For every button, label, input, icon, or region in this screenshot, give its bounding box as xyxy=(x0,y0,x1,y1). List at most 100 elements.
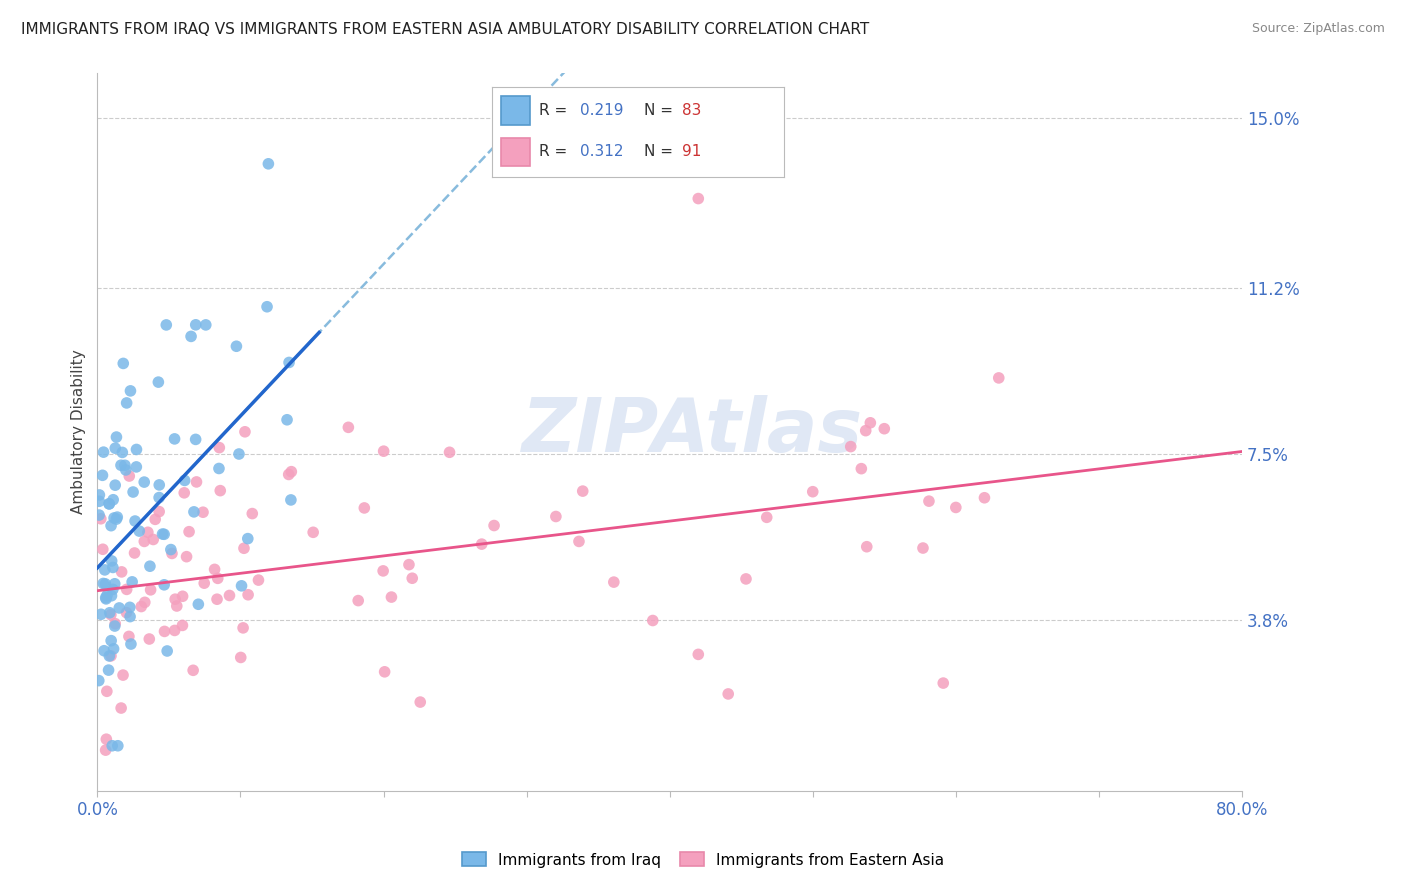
Point xyxy=(302,525,325,540)
Point xyxy=(111,565,134,579)
Point xyxy=(148,491,170,505)
Point xyxy=(236,532,259,546)
Point xyxy=(118,600,141,615)
Point xyxy=(204,562,226,576)
Point xyxy=(247,573,270,587)
Point xyxy=(138,632,160,646)
Point xyxy=(225,339,247,353)
Point xyxy=(932,676,955,690)
Point xyxy=(278,355,301,369)
Point xyxy=(103,511,125,525)
Point xyxy=(603,575,626,590)
Point xyxy=(103,641,125,656)
Point xyxy=(688,648,710,662)
Point xyxy=(118,629,141,643)
Point xyxy=(471,537,494,551)
Point xyxy=(153,527,176,541)
Point xyxy=(911,541,934,555)
Point xyxy=(98,606,121,620)
Point xyxy=(90,607,112,622)
Point xyxy=(143,512,166,526)
Point xyxy=(180,329,202,343)
Point xyxy=(98,497,121,511)
Point xyxy=(90,512,112,526)
Point xyxy=(139,582,162,597)
Point xyxy=(115,396,138,410)
Point xyxy=(111,445,134,459)
Point xyxy=(873,422,896,436)
Point xyxy=(124,546,146,560)
Point xyxy=(98,648,121,663)
Point xyxy=(735,572,758,586)
Point xyxy=(118,469,141,483)
Point xyxy=(409,695,432,709)
Point xyxy=(101,739,124,753)
Point xyxy=(277,467,299,482)
Point xyxy=(918,494,941,508)
Point xyxy=(482,518,505,533)
Point xyxy=(153,578,176,592)
Point xyxy=(152,527,174,541)
Point xyxy=(114,458,136,473)
Point xyxy=(134,475,156,489)
Point xyxy=(94,591,117,605)
Point xyxy=(89,494,111,508)
Text: ZIPAtlas: ZIPAtlas xyxy=(522,395,863,468)
Point xyxy=(100,554,122,568)
Point xyxy=(91,468,114,483)
Point xyxy=(755,510,778,524)
Point xyxy=(96,588,118,602)
Point xyxy=(172,618,194,632)
Point xyxy=(136,525,159,540)
Point xyxy=(104,619,127,633)
Point xyxy=(801,484,824,499)
Point xyxy=(184,433,207,447)
Point xyxy=(115,582,138,597)
Point xyxy=(148,505,170,519)
Legend: Immigrants from Iraq, Immigrants from Eastern Asia: Immigrants from Iraq, Immigrants from Ea… xyxy=(456,847,950,873)
Point xyxy=(156,644,179,658)
Point xyxy=(155,318,177,332)
Point xyxy=(229,650,252,665)
Point xyxy=(160,542,183,557)
Point xyxy=(337,420,360,434)
Point xyxy=(855,540,877,554)
Point xyxy=(166,599,188,613)
Point xyxy=(257,157,280,171)
Point xyxy=(110,458,132,473)
Point xyxy=(160,546,183,560)
Point xyxy=(184,318,207,332)
Point xyxy=(544,509,567,524)
Point xyxy=(98,497,121,511)
Point xyxy=(233,425,256,439)
Point xyxy=(104,441,127,455)
Point xyxy=(153,624,176,639)
Point xyxy=(91,576,114,591)
Point xyxy=(163,432,186,446)
Point xyxy=(194,318,217,332)
Point xyxy=(173,485,195,500)
Point xyxy=(209,483,232,498)
Point xyxy=(373,564,395,578)
Point xyxy=(104,478,127,492)
Point xyxy=(125,442,148,457)
Point xyxy=(101,560,124,574)
Point xyxy=(193,576,215,591)
Point xyxy=(373,444,395,458)
Point xyxy=(100,648,122,663)
Point xyxy=(115,606,138,620)
Point xyxy=(398,558,420,572)
Point xyxy=(973,491,995,505)
Point xyxy=(87,673,110,688)
Point xyxy=(181,663,204,677)
Point xyxy=(191,505,214,519)
Point xyxy=(134,595,156,609)
Point xyxy=(205,592,228,607)
Text: Source: ZipAtlas.com: Source: ZipAtlas.com xyxy=(1251,22,1385,36)
Point xyxy=(142,533,165,547)
Point xyxy=(100,633,122,648)
Point xyxy=(240,507,263,521)
Point xyxy=(165,592,187,607)
Point xyxy=(139,559,162,574)
Point xyxy=(172,589,194,603)
